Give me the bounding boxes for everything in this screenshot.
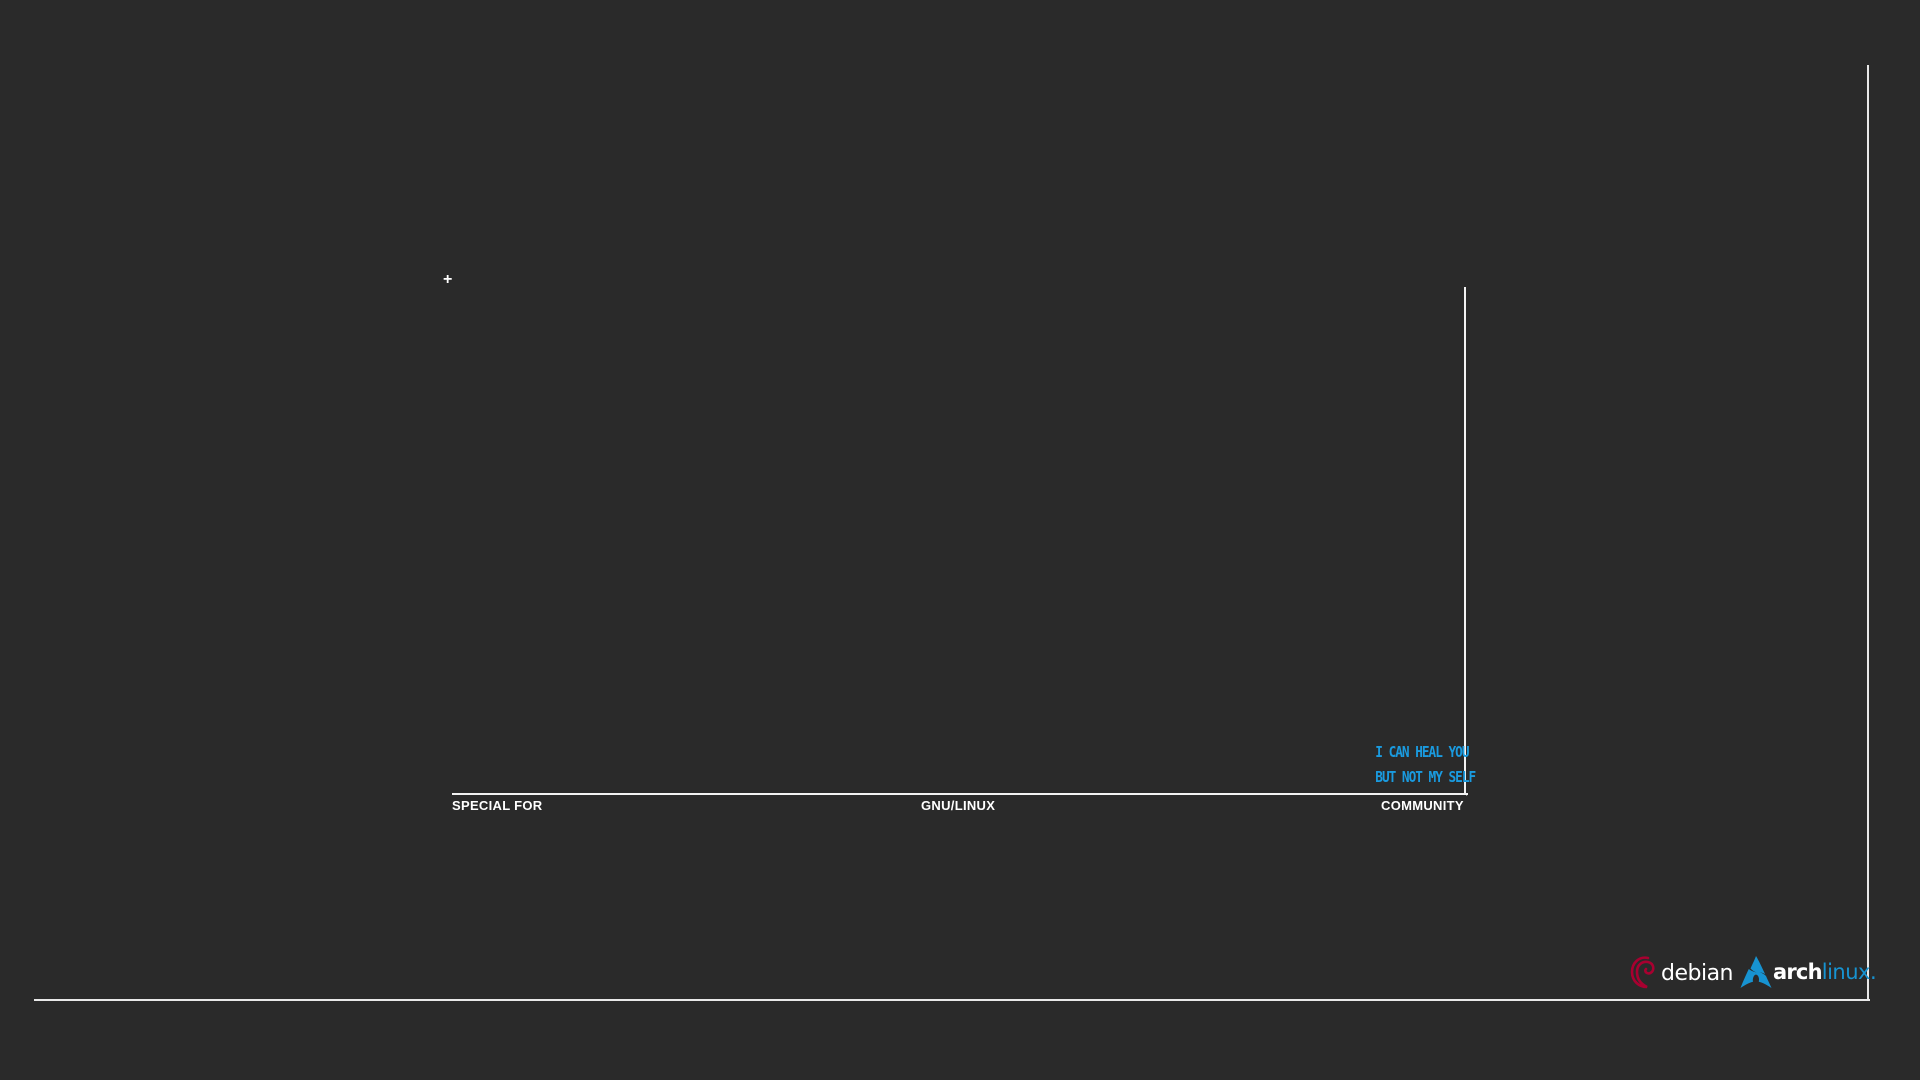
caption-community: COMMUNITY bbox=[1381, 798, 1464, 813]
quote-text: I CAN HEAL YOU BUT NOT MY SELF bbox=[1375, 740, 1476, 790]
inner-frame-right-line bbox=[1464, 287, 1466, 795]
debian-swirl-icon bbox=[1630, 956, 1655, 989]
debian-wordmark: debian bbox=[1661, 960, 1734, 986]
corner-tick-mark: ' bbox=[1466, 793, 1468, 802]
inner-frame-bottom-line bbox=[452, 793, 1468, 795]
outer-frame-bottom-line bbox=[34, 999, 1870, 1001]
outer-frame-right-line bbox=[1867, 65, 1869, 1001]
caption-special-for: SPECIAL FOR bbox=[452, 798, 543, 813]
arch-wordmark-bold: arch bbox=[1773, 960, 1823, 984]
quote-line-1: I CAN HEAL YOU bbox=[1375, 743, 1469, 761]
arch-wordmark-light: linux. bbox=[1821, 960, 1877, 984]
quote-line-2: BUT NOT MY SELF bbox=[1375, 768, 1476, 786]
arch-linux-logo: arch linux. bbox=[1740, 954, 1877, 990]
debian-logo: debian bbox=[1629, 952, 1734, 992]
plus-mark: + bbox=[443, 271, 453, 288]
arch-triangle-icon bbox=[1740, 956, 1772, 988]
caption-gnu-linux: GNU/LINUX bbox=[921, 798, 996, 813]
